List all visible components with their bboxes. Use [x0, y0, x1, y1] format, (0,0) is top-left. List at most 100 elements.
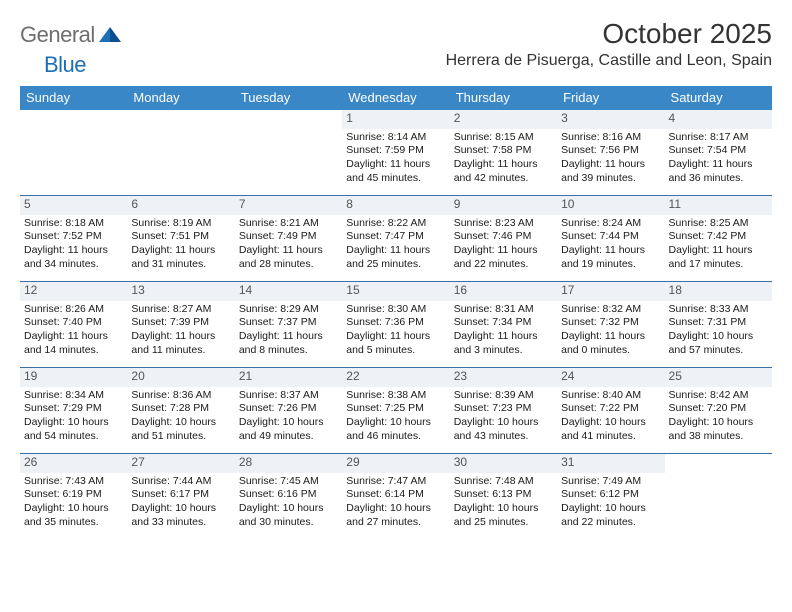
daylight-line: Daylight: 10 hours and 35 minutes. — [24, 502, 123, 529]
sunrise-line: Sunrise: 8:25 AM — [669, 217, 768, 231]
sunset-line: Sunset: 7:51 PM — [131, 230, 230, 244]
sunrise-line: Sunrise: 8:42 AM — [669, 389, 768, 403]
day-cell: 22Sunrise: 8:38 AMSunset: 7:25 PMDayligh… — [342, 368, 449, 454]
sunset-line: Sunset: 7:37 PM — [239, 316, 338, 330]
sunset-line: Sunset: 7:36 PM — [346, 316, 445, 330]
daylight-line: Daylight: 10 hours and 54 minutes. — [24, 416, 123, 443]
sunrise-line: Sunrise: 8:31 AM — [454, 303, 553, 317]
day-cell-empty — [20, 110, 127, 196]
daylight-line: Daylight: 11 hours and 11 minutes. — [131, 330, 230, 357]
sunrise-line: Sunrise: 7:44 AM — [131, 475, 230, 489]
daylight-line: Daylight: 11 hours and 45 minutes. — [346, 158, 445, 185]
day-cell: 17Sunrise: 8:32 AMSunset: 7:32 PMDayligh… — [557, 282, 664, 368]
sunrise-line: Sunrise: 8:34 AM — [24, 389, 123, 403]
sunrise-line: Sunrise: 8:15 AM — [454, 131, 553, 145]
day-number: 19 — [20, 368, 127, 387]
brand-logo: General — [20, 22, 123, 48]
day-number: 7 — [235, 196, 342, 215]
sunrise-line: Sunrise: 8:38 AM — [346, 389, 445, 403]
day-cell: 1Sunrise: 8:14 AMSunset: 7:59 PMDaylight… — [342, 110, 449, 196]
day-number: 26 — [20, 454, 127, 473]
day-number: 24 — [557, 368, 664, 387]
day-header-cell: Saturday — [665, 86, 772, 110]
daylight-line: Daylight: 11 hours and 17 minutes. — [669, 244, 768, 271]
sunset-line: Sunset: 6:17 PM — [131, 488, 230, 502]
week-row: 12Sunrise: 8:26 AMSunset: 7:40 PMDayligh… — [20, 282, 772, 368]
sunrise-line: Sunrise: 8:14 AM — [346, 131, 445, 145]
sunset-line: Sunset: 7:23 PM — [454, 402, 553, 416]
day-cell: 30Sunrise: 7:48 AMSunset: 6:13 PMDayligh… — [450, 454, 557, 540]
day-cell: 6Sunrise: 8:19 AMSunset: 7:51 PMDaylight… — [127, 196, 234, 282]
day-cell: 8Sunrise: 8:22 AMSunset: 7:47 PMDaylight… — [342, 196, 449, 282]
day-header-cell: Friday — [557, 86, 664, 110]
sunset-line: Sunset: 7:32 PM — [561, 316, 660, 330]
day-number: 23 — [450, 368, 557, 387]
day-header-row: SundayMondayTuesdayWednesdayThursdayFrid… — [20, 86, 772, 110]
sunrise-line: Sunrise: 8:29 AM — [239, 303, 338, 317]
sunset-line: Sunset: 7:39 PM — [131, 316, 230, 330]
day-cell: 23Sunrise: 8:39 AMSunset: 7:23 PMDayligh… — [450, 368, 557, 454]
day-number: 10 — [557, 196, 664, 215]
day-cell: 28Sunrise: 7:45 AMSunset: 6:16 PMDayligh… — [235, 454, 342, 540]
day-header-cell: Tuesday — [235, 86, 342, 110]
sunrise-line: Sunrise: 7:47 AM — [346, 475, 445, 489]
day-number: 15 — [342, 282, 449, 301]
day-cell: 26 Sunrise: 7:43 AMSunset: 6:19 PMDayligh… — [20, 454, 127, 540]
daylight-line: Daylight: 11 hours and 5 minutes. — [346, 330, 445, 357]
sunrise-line: Sunrise: 8:17 AM — [669, 131, 768, 145]
day-number: 25 — [665, 368, 772, 387]
day-cell-empty — [127, 110, 234, 196]
daylight-line: Daylight: 10 hours and 57 minutes. — [669, 330, 768, 357]
day-cell: 10Sunrise: 8:24 AMSunset: 7:44 PMDayligh… — [557, 196, 664, 282]
sunrise-line: Sunrise: 7:48 AM — [454, 475, 553, 489]
daylight-line: Daylight: 11 hours and 0 minutes. — [561, 330, 660, 357]
day-number: 2 — [450, 110, 557, 129]
week-row: 5Sunrise: 8:18 AMSunset: 7:52 PMDaylight… — [20, 196, 772, 282]
week-row: 26Sunrise: 7:43 AMSunset: 6:19 PMDayligh… — [20, 454, 772, 540]
day-header-cell: Wednesday — [342, 86, 449, 110]
daylight-line: Daylight: 11 hours and 36 minutes. — [669, 158, 768, 185]
daylight-line: Daylight: 10 hours and 46 minutes. — [346, 416, 445, 443]
daylight-line: Daylight: 10 hours and 51 minutes. — [131, 416, 230, 443]
day-number: 30 — [450, 454, 557, 473]
week-row: 1Sunrise: 8:14 AMSunset: 7:59 PMDaylight… — [20, 110, 772, 196]
location: Herrera de Pisuerga, Castille and Leon, … — [446, 52, 772, 70]
sunrise-line: Sunrise: 8:30 AM — [346, 303, 445, 317]
daylight-line: Daylight: 11 hours and 31 minutes. — [131, 244, 230, 271]
day-cell: 24Sunrise: 8:40 AMSunset: 7:22 PMDayligh… — [557, 368, 664, 454]
day-cell: 15 Sunrise: 8:30 AMSunset: 7:36 PMDayligh… — [342, 282, 449, 368]
daylight-line: Daylight: 11 hours and 8 minutes. — [239, 330, 338, 357]
day-number: 12 — [20, 282, 127, 301]
title-block: October 2025 Herrera de Pisuerga, Castil… — [446, 18, 772, 70]
logo-triangle-icon — [99, 25, 121, 48]
sunrise-line: Sunrise: 8:39 AM — [454, 389, 553, 403]
sunset-line: Sunset: 6:19 PM — [24, 488, 123, 502]
daylight-line: Daylight: 10 hours and 38 minutes. — [669, 416, 768, 443]
day-cell: 19Sunrise: 8:34 AMSunset: 7:29 PMDayligh… — [20, 368, 127, 454]
day-cell: 9Sunrise: 8:23 AMSunset: 7:46 PMDaylight… — [450, 196, 557, 282]
daylight-line: Daylight: 10 hours and 30 minutes. — [239, 502, 338, 529]
sunrise-line: Sunrise: 7:43 AM — [24, 475, 123, 489]
day-cell: 18Sunrise: 8:33 AMSunset: 7:31 PMDayligh… — [665, 282, 772, 368]
sunset-line: Sunset: 7:34 PM — [454, 316, 553, 330]
sunset-line: Sunset: 7:40 PM — [24, 316, 123, 330]
sunrise-line: Sunrise: 8:16 AM — [561, 131, 660, 145]
sunset-line: Sunset: 7:47 PM — [346, 230, 445, 244]
day-number: 18 — [665, 282, 772, 301]
day-number: 14 — [235, 282, 342, 301]
month-title: October 2025 — [446, 18, 772, 50]
sunrise-line: Sunrise: 7:49 AM — [561, 475, 660, 489]
day-cell: 5Sunrise: 8:18 AMSunset: 7:52 PMDaylight… — [20, 196, 127, 282]
daylight-line: Daylight: 11 hours and 34 minutes. — [24, 244, 123, 271]
day-number: 16 — [450, 282, 557, 301]
day-cell: 31Sunrise: 7:49 AMSunset: 6:12 PMDayligh… — [557, 454, 664, 540]
sunset-line: Sunset: 6:16 PM — [239, 488, 338, 502]
day-cell: 12Sunrise: 8:26 AMSunset: 7:40 PMDayligh… — [20, 282, 127, 368]
day-cell: 25Sunrise: 8:42 AMSunset: 7:20 PMDayligh… — [665, 368, 772, 454]
day-cell: 2Sunrise: 8:15 AMSunset: 7:58 PMDaylight… — [450, 110, 557, 196]
daylight-line: Daylight: 10 hours and 33 minutes. — [131, 502, 230, 529]
calendar: SundayMondayTuesdayWednesdayThursdayFrid… — [20, 86, 772, 540]
sunset-line: Sunset: 7:42 PM — [669, 230, 768, 244]
day-cell: 21Sunrise: 8:37 AMSunset: 7:26 PMDayligh… — [235, 368, 342, 454]
day-cell: 16Sunrise: 8:31 AMSunset: 7:34 PMDayligh… — [450, 282, 557, 368]
